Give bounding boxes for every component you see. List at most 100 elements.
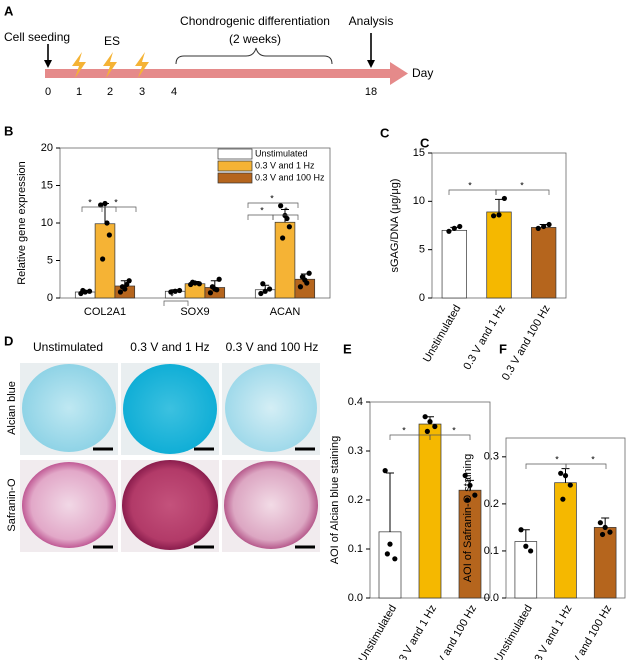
y-axis-label: Relative gene expression [16, 161, 28, 285]
significance-bracket [429, 434, 471, 440]
data-point [86, 288, 93, 294]
y-tick-label: 0.0 [348, 592, 363, 604]
y-tick-label: 10 [413, 195, 425, 207]
significance-bracket [448, 189, 497, 195]
significance-star: * [452, 425, 456, 435]
y-tick-label: 0.2 [348, 494, 363, 506]
bar [531, 227, 557, 299]
data-point [560, 496, 566, 502]
day-label: 18 [365, 86, 377, 98]
panel-label: C [380, 125, 390, 140]
data-point [106, 232, 112, 238]
data-point [124, 281, 130, 288]
x-tick-label: Unstimulated [421, 303, 463, 365]
y-axis-label: AOI of Safranin-O staining [462, 454, 474, 582]
data-point [467, 482, 473, 488]
analysis: Analysis [349, 14, 394, 28]
panel-label: F [499, 341, 507, 356]
significance-bracket [247, 214, 274, 220]
x-tick-label: SOX9 [180, 306, 209, 318]
y-tick-label: 10 [41, 217, 53, 229]
y-tick-label: 0.1 [348, 543, 363, 555]
data-point [190, 279, 196, 285]
data-point [472, 492, 478, 498]
error-bar [521, 529, 530, 542]
y-tick-label: 0.2 [484, 498, 499, 510]
panel-label: D [4, 333, 13, 348]
data-point [297, 284, 304, 290]
significance-star: * [114, 197, 118, 207]
chart-title: C [420, 135, 430, 150]
staining-images [20, 363, 320, 552]
significance-star: * [260, 205, 264, 215]
bar [593, 527, 617, 599]
bar [274, 221, 296, 299]
data-point [597, 520, 603, 526]
legend-swatch [217, 172, 253, 184]
significance-star: * [270, 193, 274, 203]
analysis-arrowhead [367, 60, 375, 68]
legend-label: 0.3 V and 1 Hz [255, 160, 315, 170]
y-tick-label: 0.4 [348, 396, 363, 408]
bar [184, 283, 206, 299]
data-point [304, 280, 310, 286]
data-point [427, 419, 433, 425]
significance-bracket [101, 206, 137, 212]
legend-label: 0.3 V and 100 Hz [255, 172, 325, 182]
significance-bracket [163, 300, 189, 306]
data-point [286, 224, 292, 230]
x-tick-label: Unstimulated [357, 603, 399, 660]
data-point [446, 228, 452, 234]
data-point [262, 288, 268, 294]
significance-bracket [81, 206, 117, 212]
data-point [80, 287, 86, 294]
data-point [392, 556, 398, 562]
data-point [306, 270, 312, 276]
data-point [382, 468, 388, 474]
data-point [567, 482, 573, 488]
x-tick-label: 0.3 V and 1 Hz [528, 603, 575, 660]
y-tick-label: 0 [47, 292, 53, 304]
data-point [562, 473, 569, 479]
day-label: 4 [171, 86, 177, 98]
data-point [104, 220, 110, 226]
data-point [607, 529, 613, 535]
data-point [278, 203, 284, 209]
data-point [196, 281, 202, 287]
x-tick-label: Unstimulated [492, 603, 534, 660]
day-label: 1 [76, 86, 82, 98]
data-point [98, 202, 104, 208]
bar [486, 211, 512, 299]
data-point [558, 470, 564, 476]
differentiation: Chondrogenic differentiation [180, 14, 330, 28]
data-point [496, 212, 502, 218]
data-point [457, 223, 463, 230]
y-tick-label: 0.1 [484, 545, 499, 557]
data-point [258, 290, 264, 297]
data-point [119, 284, 126, 290]
timeline-bar [45, 69, 392, 78]
x-tick-label: COL2A1 [84, 306, 126, 318]
data-point [100, 256, 106, 262]
y-axis-label: AOI of Alcian blue staining [329, 436, 341, 564]
y-tick-label: 0 [419, 292, 425, 304]
significance-star: * [88, 197, 92, 207]
cell-seeding: Cell seeding [4, 30, 70, 44]
data-point [117, 289, 124, 295]
data-point [462, 472, 468, 479]
column-header: 0.3 V and 100 Hz [226, 340, 319, 354]
data-point [207, 290, 214, 296]
y-tick-label: 0.3 [348, 445, 363, 457]
significance-star: * [591, 454, 595, 464]
y-tick-label: 0.3 [484, 451, 499, 463]
significance-bracket [495, 189, 550, 195]
y-tick-label: 5 [47, 254, 53, 266]
y-axis-label: sGAG/DNA (μg/μg) [389, 179, 401, 273]
x-tick-label: 0.3 V and 100 Hz [500, 303, 553, 383]
data-point [172, 288, 178, 294]
data-point [176, 287, 183, 294]
y-tick-label: 5 [419, 244, 425, 256]
data-point [299, 274, 306, 280]
lightning-icons [72, 52, 149, 78]
